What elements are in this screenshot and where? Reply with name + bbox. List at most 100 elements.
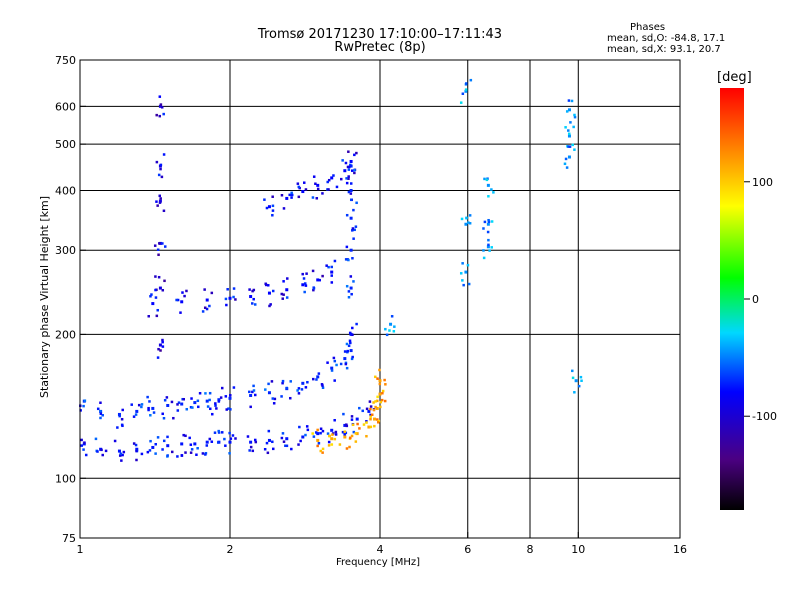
- data-point: [175, 298, 178, 302]
- data-point: [251, 449, 255, 453]
- data-point: [383, 378, 386, 382]
- data-point: [465, 216, 468, 220]
- data-point: [204, 392, 207, 395]
- data-point: [316, 183, 320, 187]
- data-point: [305, 272, 308, 275]
- data-point: [316, 438, 320, 442]
- data-point: [301, 381, 305, 385]
- data-point: [196, 399, 200, 403]
- data-point: [321, 274, 324, 278]
- data-point: [340, 177, 343, 181]
- data-point: [469, 78, 473, 82]
- data-point: [339, 362, 343, 366]
- data-point: [343, 423, 347, 427]
- data-point: [176, 298, 180, 302]
- data-point: [367, 425, 371, 429]
- data-point: [376, 377, 379, 380]
- data-point: [372, 401, 375, 404]
- data-point: [343, 169, 347, 173]
- data-point: [271, 289, 275, 293]
- data-point: [353, 153, 356, 157]
- data-point: [368, 400, 372, 403]
- data-point: [149, 439, 152, 443]
- series-vertical-streak-3-5-mhz: [344, 153, 358, 343]
- data-point: [263, 198, 266, 201]
- data-point: [228, 296, 232, 300]
- data-point: [487, 220, 491, 223]
- data-point: [180, 402, 184, 406]
- series-x-trace: [311, 368, 387, 454]
- data-point: [574, 379, 578, 383]
- data-point: [389, 322, 393, 326]
- data-point: [369, 407, 372, 411]
- data-point: [347, 290, 351, 293]
- data-point: [312, 377, 315, 381]
- data-point: [162, 112, 165, 116]
- y-tick-label: 300: [55, 244, 76, 257]
- data-point: [158, 104, 162, 108]
- data-point: [461, 262, 464, 265]
- data-point: [282, 440, 286, 443]
- data-point: [464, 89, 468, 93]
- data-point: [135, 458, 138, 462]
- data-point: [166, 454, 169, 457]
- data-point: [334, 433, 338, 436]
- data-point: [306, 380, 309, 384]
- x-tick-label: 16: [673, 543, 687, 556]
- data-point: [349, 332, 352, 336]
- data-point: [101, 453, 104, 457]
- data-point: [301, 435, 305, 439]
- data-point: [349, 436, 352, 440]
- data-point: [285, 296, 289, 299]
- x-tick-label: 4: [377, 543, 384, 556]
- data-point: [482, 227, 485, 230]
- data-point: [297, 443, 300, 446]
- data-point: [299, 439, 302, 443]
- data-point: [487, 243, 490, 247]
- data-point: [156, 248, 160, 251]
- data-point: [345, 284, 349, 288]
- data-point: [343, 433, 346, 436]
- data-point: [490, 246, 493, 249]
- data-point: [319, 449, 322, 453]
- data-point: [345, 177, 348, 180]
- data-point: [376, 421, 380, 424]
- data-point: [563, 162, 567, 166]
- data-point: [140, 405, 143, 409]
- data-point: [232, 287, 236, 290]
- data-point: [228, 440, 232, 444]
- data-point: [140, 452, 144, 456]
- data-point: [315, 378, 318, 381]
- data-point: [99, 412, 103, 415]
- data-point: [381, 389, 385, 393]
- data-point: [344, 258, 348, 261]
- chart-title: Tromsø 20171230 17:10:00–17:11:43: [257, 27, 503, 42]
- data-point: [467, 282, 471, 286]
- data-point: [369, 415, 372, 418]
- data-point: [147, 314, 150, 318]
- data-point: [338, 443, 342, 446]
- data-point: [205, 399, 209, 403]
- data-point: [135, 449, 138, 453]
- data-point: [163, 279, 166, 283]
- data-point: [249, 405, 252, 409]
- data-point: [132, 415, 136, 418]
- data-point: [229, 437, 233, 440]
- data-point: [373, 417, 377, 421]
- data-point: [198, 392, 202, 395]
- data-point: [333, 437, 337, 441]
- data-point: [137, 403, 141, 407]
- data-point: [159, 349, 162, 352]
- data-point: [282, 293, 285, 296]
- data-point: [316, 278, 320, 282]
- data-point: [347, 175, 350, 178]
- data-point: [355, 322, 358, 326]
- data-point: [113, 439, 117, 443]
- data-point: [146, 450, 150, 454]
- data-point: [349, 198, 353, 202]
- data-point: [101, 414, 104, 417]
- data-point: [80, 438, 83, 442]
- data-point: [196, 447, 199, 450]
- data-point: [172, 416, 175, 420]
